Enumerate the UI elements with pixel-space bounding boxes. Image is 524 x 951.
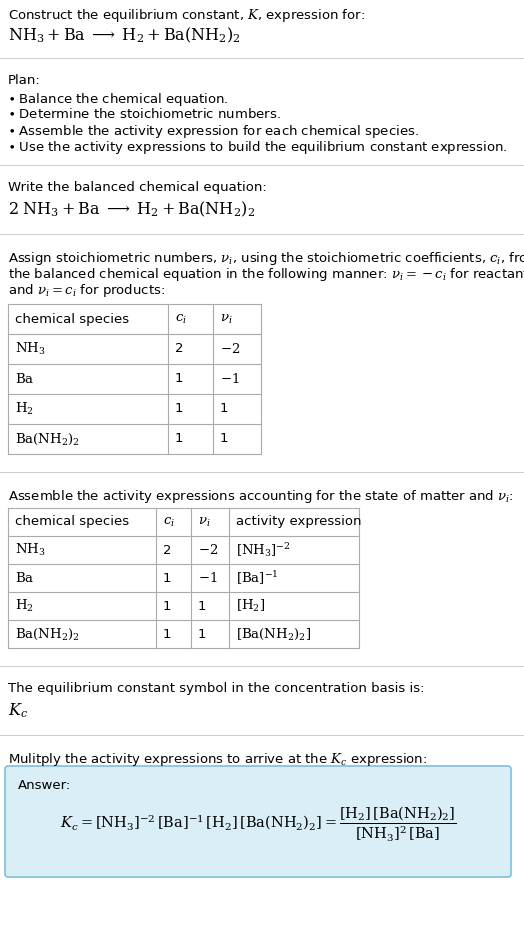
Text: $\bullet$ Assemble the activity expression for each chemical species.: $\bullet$ Assemble the activity expressi… <box>8 123 419 140</box>
FancyBboxPatch shape <box>5 766 511 877</box>
Text: $\mathrm{NH_3 + Ba \;\longrightarrow\; H_2 + Ba(NH_2)_2}$: $\mathrm{NH_3 + Ba \;\longrightarrow\; H… <box>8 26 241 46</box>
Text: Assemble the activity expressions accounting for the state of matter and $\nu_i$: Assemble the activity expressions accoun… <box>8 488 514 505</box>
Text: $\mathrm{NH_3}$: $\mathrm{NH_3}$ <box>15 341 46 357</box>
Text: 1: 1 <box>198 628 206 641</box>
Text: 1: 1 <box>220 433 228 445</box>
Text: 2: 2 <box>175 342 183 356</box>
Text: 1: 1 <box>163 572 171 585</box>
Text: Assign stoichiometric numbers, $\nu_i$, using the stoichiometric coefficients, $: Assign stoichiometric numbers, $\nu_i$, … <box>8 250 524 267</box>
Text: $\mathrm{Ba(NH_2)_2}$: $\mathrm{Ba(NH_2)_2}$ <box>15 432 80 447</box>
Text: 1: 1 <box>175 402 183 416</box>
Text: $-2$: $-2$ <box>220 342 240 356</box>
Text: $-2$: $-2$ <box>198 543 218 557</box>
Text: the balanced chemical equation in the following manner: $\nu_i = -c_i$ for react: the balanced chemical equation in the fo… <box>8 266 524 283</box>
Text: Write the balanced chemical equation:: Write the balanced chemical equation: <box>8 181 267 194</box>
Text: $[\mathrm{NH_3}]^{-2}$: $[\mathrm{NH_3}]^{-2}$ <box>236 541 291 559</box>
Text: Construct the equilibrium constant, $K$, expression for:: Construct the equilibrium constant, $K$,… <box>8 7 365 24</box>
Text: 2: 2 <box>163 544 171 556</box>
Text: 1: 1 <box>163 599 171 612</box>
Text: $K_c$: $K_c$ <box>8 701 28 720</box>
Text: $c_i$: $c_i$ <box>163 515 175 529</box>
Text: $[\mathrm{Ba(NH_2)_2}]$: $[\mathrm{Ba(NH_2)_2}]$ <box>236 627 311 642</box>
Text: Plan:: Plan: <box>8 74 41 87</box>
Text: $\bullet$ Determine the stoichiometric numbers.: $\bullet$ Determine the stoichiometric n… <box>8 107 281 121</box>
Text: 1: 1 <box>198 599 206 612</box>
Text: chemical species: chemical species <box>15 515 129 529</box>
Text: $\mathrm{Ba(NH_2)_2}$: $\mathrm{Ba(NH_2)_2}$ <box>15 627 80 642</box>
Text: activity expression: activity expression <box>236 515 362 529</box>
Text: 1: 1 <box>175 373 183 385</box>
Text: 1: 1 <box>163 628 171 641</box>
Text: $\mathrm{H_2}$: $\mathrm{H_2}$ <box>15 598 34 614</box>
Text: $\mathrm{H_2}$: $\mathrm{H_2}$ <box>15 401 34 417</box>
Text: $\nu_i$: $\nu_i$ <box>220 313 233 325</box>
Text: $\mathrm{2\; NH_3 + Ba \;\longrightarrow\; H_2 + Ba(NH_2)_2}$: $\mathrm{2\; NH_3 + Ba \;\longrightarrow… <box>8 200 255 220</box>
Text: $-1$: $-1$ <box>198 571 217 585</box>
Text: $[\mathrm{Ba}]^{-1}$: $[\mathrm{Ba}]^{-1}$ <box>236 570 279 587</box>
Text: $[\mathrm{H_2}]$: $[\mathrm{H_2}]$ <box>236 598 265 614</box>
Text: $K_c = [\mathrm{NH_3}]^{-2}\, [\mathrm{Ba}]^{-1}\, [\mathrm{H_2}]\, [\mathrm{Ba(: $K_c = [\mathrm{NH_3}]^{-2}\, [\mathrm{B… <box>60 805 456 844</box>
Text: $\mathrm{NH_3}$: $\mathrm{NH_3}$ <box>15 542 46 558</box>
Text: 1: 1 <box>175 433 183 445</box>
Text: chemical species: chemical species <box>15 313 129 325</box>
Text: $\bullet$ Use the activity expressions to build the equilibrium constant express: $\bullet$ Use the activity expressions t… <box>8 139 508 156</box>
Text: Mulitply the activity expressions to arrive at the $K_c$ expression:: Mulitply the activity expressions to arr… <box>8 751 427 768</box>
Text: The equilibrium constant symbol in the concentration basis is:: The equilibrium constant symbol in the c… <box>8 682 424 695</box>
Text: 1: 1 <box>220 402 228 416</box>
Text: $c_i$: $c_i$ <box>175 313 187 325</box>
Text: $\nu_i$: $\nu_i$ <box>198 515 211 529</box>
Text: Answer:: Answer: <box>18 779 71 792</box>
Text: $-1$: $-1$ <box>220 372 239 386</box>
Text: $\mathrm{Ba}$: $\mathrm{Ba}$ <box>15 372 34 386</box>
Text: $\bullet$ Balance the chemical equation.: $\bullet$ Balance the chemical equation. <box>8 91 228 108</box>
Text: $\mathrm{Ba}$: $\mathrm{Ba}$ <box>15 571 34 585</box>
Text: and $\nu_i = c_i$ for products:: and $\nu_i = c_i$ for products: <box>8 282 165 299</box>
